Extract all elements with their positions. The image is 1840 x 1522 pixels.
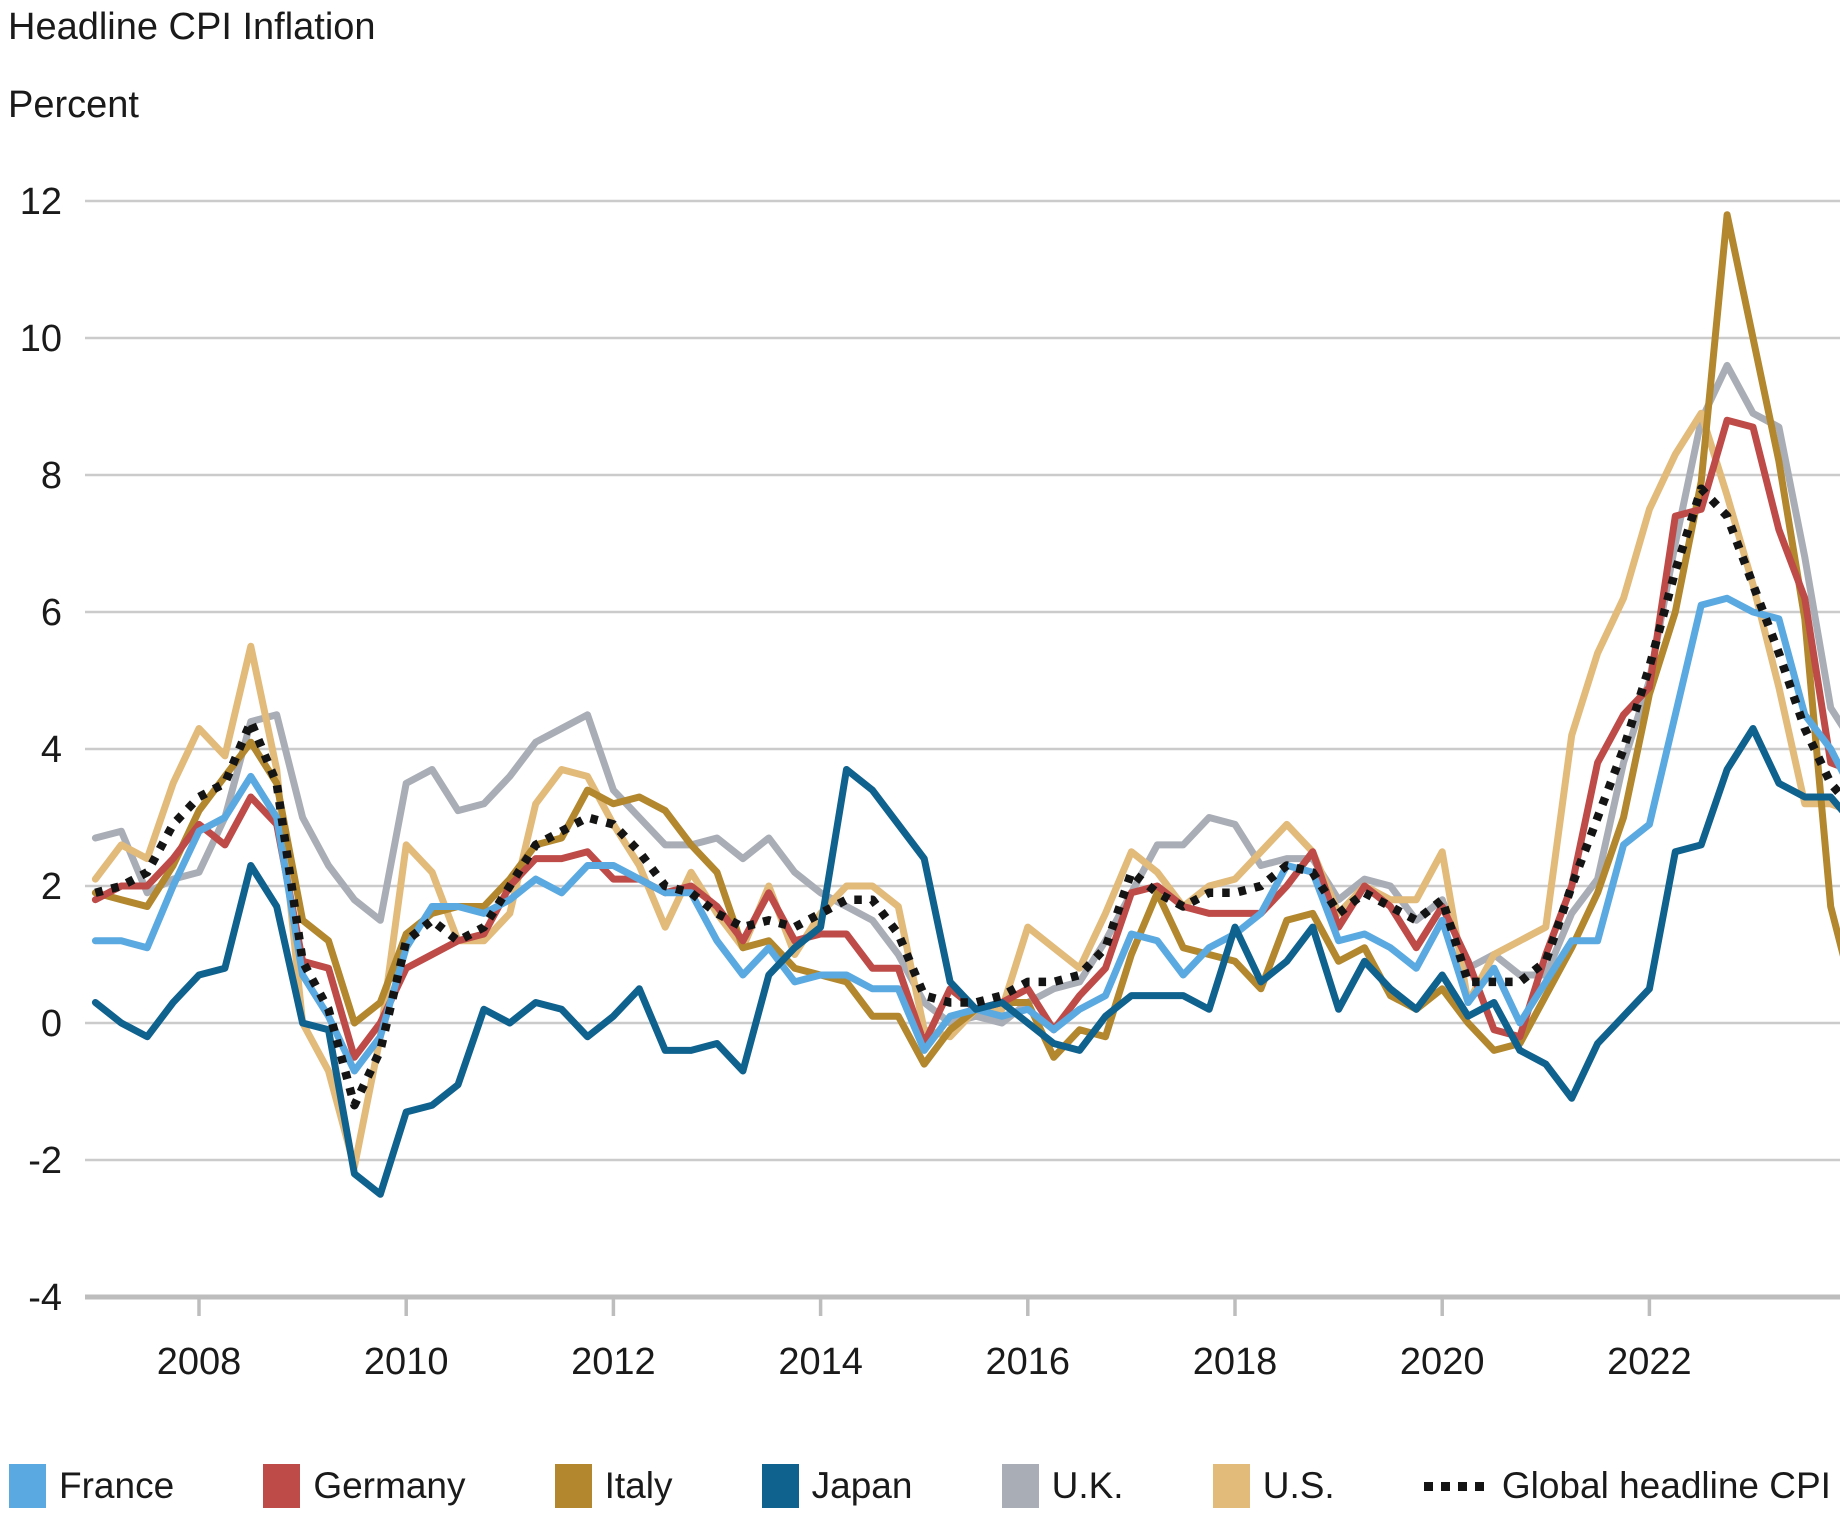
legend-item-global-headline-cpi: Global headline CPI bbox=[1423, 1465, 1831, 1507]
legend-item-germany: Germany bbox=[263, 1464, 465, 1508]
us-swatch bbox=[1212, 1464, 1250, 1508]
x-tick-label-2010: 2010 bbox=[364, 1341, 449, 1383]
y-tick-label-0: 0 bbox=[41, 1003, 62, 1045]
y-tick-label-10: 10 bbox=[20, 318, 62, 360]
series-line-italy bbox=[91, 211, 1840, 1068]
italy-swatch bbox=[554, 1464, 592, 1508]
legend-item-uk: U.K. bbox=[1001, 1464, 1124, 1508]
legend-item-us: U.S. bbox=[1212, 1464, 1335, 1508]
x-tick-label-2018: 2018 bbox=[1193, 1341, 1278, 1383]
y-tick-label-12: 12 bbox=[20, 181, 62, 223]
series-line-japan bbox=[91, 725, 1840, 1198]
legend-label-uk: U.K. bbox=[1051, 1465, 1124, 1506]
x-tick-label-2016: 2016 bbox=[986, 1341, 1071, 1383]
dotted-line-sample bbox=[1423, 1481, 1492, 1491]
y-axis-unit-label: Percent bbox=[8, 84, 139, 126]
x-tick-label-2022: 2022 bbox=[1607, 1341, 1692, 1383]
legend-label-us: U.S. bbox=[1262, 1465, 1335, 1506]
legend-label-japan: Japan bbox=[811, 1465, 913, 1506]
x-tick-label-2008: 2008 bbox=[157, 1341, 242, 1383]
france-swatch bbox=[9, 1464, 46, 1508]
y-tick-label-4: 4 bbox=[41, 729, 62, 771]
japan-swatch bbox=[761, 1464, 799, 1508]
series-line-germany bbox=[91, 416, 1840, 1061]
uk-swatch bbox=[1001, 1464, 1039, 1508]
x-tick-label-2012: 2012 bbox=[571, 1341, 656, 1383]
y-tick-label-8: 8 bbox=[41, 455, 62, 497]
y-tick-label--2: -2 bbox=[28, 1140, 62, 1182]
legend-label-france: France bbox=[59, 1465, 175, 1506]
legend-item-italy: Italy bbox=[554, 1464, 673, 1508]
y-tick-label--4: -4 bbox=[28, 1277, 62, 1319]
legend-label-germany: Germany bbox=[313, 1465, 466, 1506]
y-tick-label-6: 6 bbox=[41, 592, 62, 634]
legend: France Germany Italy Japan U.K. U.S. Glo… bbox=[0, 1464, 1840, 1508]
legend-item-japan: Japan bbox=[761, 1464, 913, 1508]
y-tick-label-2: 2 bbox=[41, 866, 62, 908]
chart-title: Headline CPI Inflation bbox=[8, 6, 376, 48]
series-line-global-headline-cpi bbox=[94, 484, 1840, 1110]
series-line-u-k bbox=[91, 361, 1840, 1027]
legend-label-italy: Italy bbox=[604, 1465, 673, 1506]
x-tick-label-2014: 2014 bbox=[778, 1341, 863, 1383]
x-tick-label-2020: 2020 bbox=[1400, 1341, 1485, 1383]
germany-swatch bbox=[263, 1464, 301, 1508]
legend-label-global-headline-cpi: Global headline CPI bbox=[1501, 1465, 1831, 1506]
legend-item-france: France bbox=[9, 1464, 174, 1508]
